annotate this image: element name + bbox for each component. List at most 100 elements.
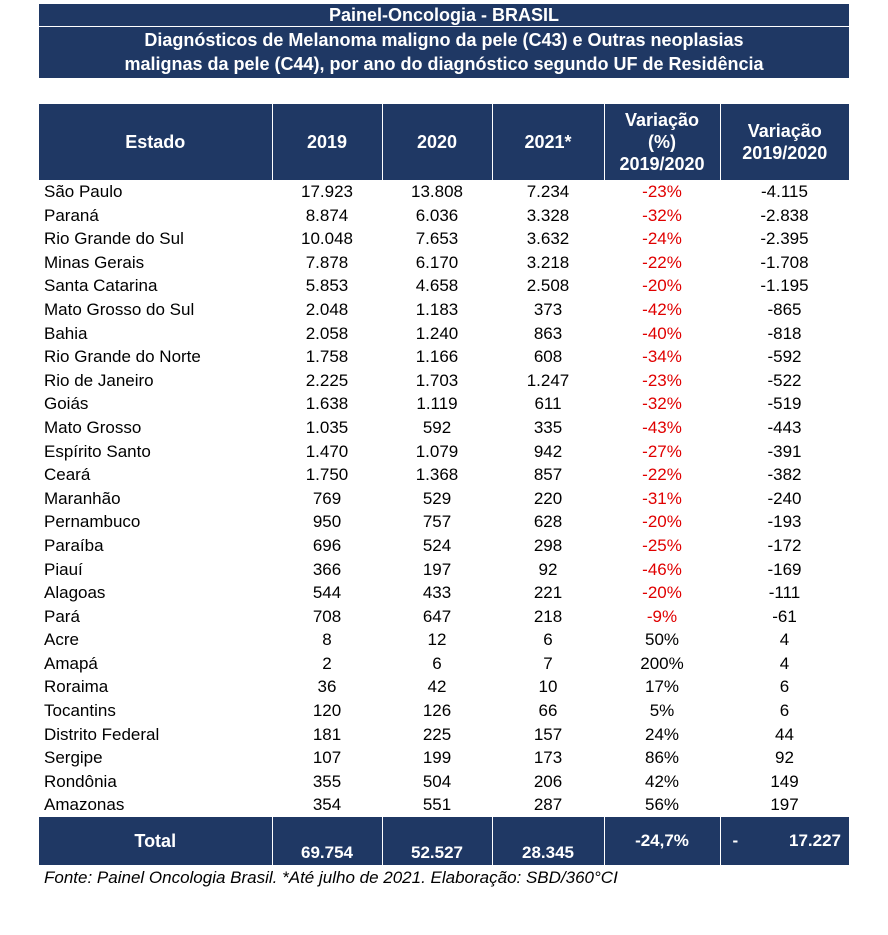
cell-variacao-abs: -519	[767, 394, 802, 414]
table-body: São Paulo 17.923 13.808 7.234 -23% -4.115 Para…	[39, 180, 849, 817]
cell-variacao-abs: -1.708	[760, 252, 809, 272]
cell-variacao-pct: 200%	[640, 653, 684, 673]
cell-estado: Alagoas	[44, 583, 106, 603]
table-row: Mato Grosso do Sul 2.048 1.183 373 -42% -865	[39, 298, 849, 322]
table-row: Pernambuco 950 757 628 -20% -193	[39, 510, 849, 534]
cell-variacao-pct: -20%	[642, 276, 682, 296]
cell-variacao-pct: -31%	[642, 488, 682, 508]
cell-estado: Mato Grosso do Sul	[44, 299, 195, 319]
cell-2021: 298	[533, 535, 563, 555]
cell-2020: 6	[432, 653, 442, 673]
cell-variacao-abs: -61	[772, 606, 797, 626]
cell-variacao-pct: -46%	[642, 559, 682, 579]
table-row: Tocantins 120 126 66 5% 6	[39, 699, 849, 723]
cell-2020: 199	[422, 748, 452, 768]
cell-estado: Ceará	[44, 465, 91, 485]
cell-variacao-pct: -9%	[646, 606, 678, 626]
cell-estado: Rondônia	[44, 771, 117, 791]
table-row: São Paulo 17.923 13.808 7.234 -23% -4.115	[39, 180, 849, 204]
cell-variacao-pct: 42%	[644, 771, 680, 791]
table-row: Acre 8 12 6 50% 4	[39, 628, 849, 652]
cell-2020: 1.079	[415, 441, 459, 461]
cell-estado: Sergipe	[44, 748, 103, 768]
cell-variacao-abs: -391	[767, 441, 802, 461]
cell-2021: 287	[533, 795, 563, 815]
cell-2019: 1.470	[305, 441, 349, 461]
cell-2020: 433	[422, 583, 452, 603]
cell-estado: Pernambuco	[44, 512, 141, 532]
cell-estado: Roraima	[44, 677, 109, 697]
cell-2021: 1.247	[526, 370, 570, 390]
cell-2019: 544	[312, 583, 342, 603]
cell-estado: Paraíba	[44, 535, 104, 555]
cell-2021: 92	[538, 559, 558, 579]
cell-2020: 504	[422, 771, 452, 791]
cell-2021: 3.218	[526, 252, 570, 272]
cell-2021: 206	[533, 771, 563, 791]
cell-2021: 221	[533, 583, 563, 603]
cell-variacao-abs: 4	[779, 630, 790, 650]
header-variacao-abs-line-1: Variação	[747, 121, 822, 141]
cell-2021: 7.234	[526, 182, 570, 201]
cell-variacao-abs: -240	[767, 488, 802, 508]
cell-variacao-pct: -43%	[642, 417, 682, 437]
table-row: Paraná 8.874 6.036 3.328 -32% -2.838	[39, 204, 849, 228]
cell-variacao-abs: 44	[775, 724, 794, 744]
cell-2019: 708	[312, 606, 342, 626]
cell-2019: 355	[312, 771, 342, 791]
cell-2021: 611	[534, 394, 562, 414]
header-variacao-abs-line-2: 2019/2020	[742, 143, 828, 163]
table-row: Santa Catarina 5.853 4.658 2.508 -20% -1.195	[39, 274, 849, 298]
table-row: Rio Grande do Norte 1.758 1.166 608 -34% -592	[39, 345, 849, 369]
cell-estado: Maranhão	[44, 488, 121, 508]
cell-2021: 66	[538, 701, 558, 721]
cell-estado: Paraná	[44, 205, 99, 225]
table-row: Bahia 2.058 1.240 863 -40% -818	[39, 322, 849, 346]
cell-variacao-abs: -818	[767, 323, 802, 343]
cell-2020: 529	[422, 488, 452, 508]
cell-estado: Santa Catarina	[44, 276, 158, 296]
cell-2019: 107	[312, 748, 342, 768]
cell-2019: 696	[312, 535, 342, 555]
cell-2020: 197	[422, 559, 452, 579]
cell-variacao-pct: 24%	[644, 724, 680, 744]
cell-2021: 157	[533, 724, 563, 744]
header-variacao-pct-line-1: Variação	[624, 110, 700, 130]
header-2020: 2020	[382, 104, 493, 180]
cell-estado: Rio Grande do Norte	[44, 347, 201, 367]
cell-variacao-abs: -172	[767, 535, 802, 555]
cell-estado: Pará	[44, 606, 80, 626]
cell-2020: 42	[427, 677, 447, 697]
cell-2019: 8	[322, 630, 332, 650]
cell-2020: 1.368	[415, 465, 459, 485]
cell-2019: 2.058	[305, 323, 349, 343]
cell-2019: 7.878	[305, 252, 349, 272]
footnote: Fonte: Painel Oncologia Brasil. *Até jul…	[44, 868, 618, 887]
table-row: Alagoas 544 433 221 -20% -111	[39, 581, 849, 605]
cell-2020: 6.036	[415, 205, 459, 225]
cell-estado: Rio de Janeiro	[44, 370, 154, 390]
table-row: Rio de Janeiro 2.225 1.703 1.247 -23% -522	[39, 369, 849, 393]
cell-variacao-pct: -32%	[642, 205, 682, 225]
cell-variacao-abs: 6	[779, 677, 790, 697]
cell-2019: 2.048	[305, 299, 349, 319]
cell-variacao-abs: 92	[775, 748, 794, 768]
cell-2021: 173	[533, 748, 563, 768]
cell-variacao-pct: 50%	[644, 630, 680, 650]
header-variacao-pct-line-3: 2019/2020	[619, 154, 705, 174]
table-row: Paraíba 696 524 298 -25% -172	[39, 534, 849, 558]
cell-variacao-abs: -169	[767, 559, 802, 579]
table-header: Estado 2019 2020 2021* Variação (%) 2019…	[39, 104, 849, 180]
table-row: Distrito Federal 181 225 157 24% 44	[39, 723, 849, 747]
table-row: Amazonas 354 551 287 56% 197	[39, 793, 849, 817]
cell-variacao-pct: -22%	[642, 252, 682, 272]
total-2021: 28.345	[492, 817, 605, 866]
cell-2020: 1.119	[416, 394, 458, 414]
cell-2020: 6.170	[415, 252, 459, 272]
total-variacao-abs-sign: -	[732, 831, 739, 851]
table-row: Maranhão 769 529 220 -31% -240	[39, 487, 849, 511]
cell-2020: 1.166	[415, 347, 459, 367]
cell-estado: Goiás	[44, 394, 89, 414]
cell-variacao-abs: 6	[779, 701, 790, 721]
subtitle-line-1: Diagnósticos de Melanoma maligno da pele…	[144, 30, 744, 50]
